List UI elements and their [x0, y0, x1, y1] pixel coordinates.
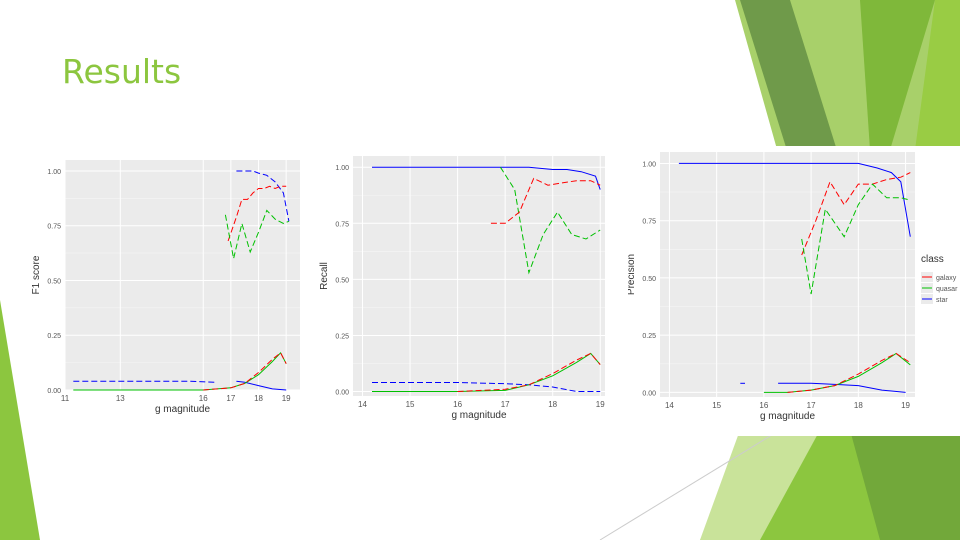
y-axis-title: Precision [628, 254, 637, 295]
f1-score-chart: 0.00 0.25 0.50 0.75 1.00 11 13 16 17 18 19 g magnit… [30, 150, 315, 420]
y-tick-label: 1.00 [47, 169, 61, 176]
x-tick-label: 14 [358, 400, 367, 409]
x-tick-label: 13 [116, 394, 125, 403]
plot-panel [65, 160, 300, 390]
legend-label: quasar [936, 286, 958, 293]
y-tick-label: 0.00 [47, 388, 61, 395]
series-line [778, 382, 906, 393]
legend-title: class [921, 254, 944, 265]
legend-label: galaxy [936, 275, 957, 282]
x-tick-label: 17 [501, 400, 510, 409]
x-tick-label: 17 [807, 401, 816, 410]
decor-shape-bottom-2 [700, 430, 820, 540]
series-line [236, 170, 290, 222]
series-line [457, 352, 601, 392]
series-line [203, 352, 287, 391]
x-tick-label: 18 [254, 394, 263, 403]
x-axis-title: g magnitude [451, 410, 506, 421]
x-tick-label: 16 [453, 400, 462, 409]
slide-title: Results [62, 52, 182, 91]
series-line [372, 166, 601, 190]
y-tick-label: 0.00 [335, 390, 349, 397]
series-line [801, 183, 911, 295]
series-line [787, 352, 911, 393]
legend-label: star [936, 297, 948, 304]
x-tick-label: 18 [854, 401, 863, 410]
y-tick-label: 0.75 [47, 224, 61, 231]
x-tick-label: 15 [406, 400, 415, 409]
x-tick-label: 11 [61, 394, 70, 403]
plot-panel [353, 156, 605, 396]
x-tick-label: 16 [199, 394, 208, 403]
y-tick-label: 1.00 [335, 165, 349, 172]
series-line [801, 172, 911, 256]
series-line [372, 352, 601, 392]
decor-shape-top-3 [860, 0, 935, 150]
series-line [73, 351, 287, 391]
y-axis-title: F1 score [31, 255, 42, 294]
series-line [499, 166, 601, 275]
x-tick-label: 17 [226, 394, 235, 403]
decor-shape-top-2 [740, 0, 840, 160]
y-tick-label: 0.50 [335, 277, 349, 284]
series-line [224, 209, 290, 259]
series-line [678, 162, 911, 237]
y-tick-label: 0.50 [642, 276, 656, 283]
y-tick-label: 0.25 [335, 333, 349, 340]
x-tick-label: 16 [759, 401, 768, 410]
y-tick-label: 0.25 [47, 333, 61, 340]
decor-shape-bottom-3 [850, 430, 960, 540]
y-tick-label: 0.00 [642, 390, 656, 397]
plot-panel [660, 152, 915, 397]
x-axis-title: g magnitude [155, 404, 210, 415]
x-tick-label: 19 [282, 394, 291, 403]
series-line [73, 380, 218, 383]
x-tick-label: 19 [596, 400, 605, 409]
decor-line [599, 429, 781, 540]
y-tick-label: 1.00 [642, 161, 656, 168]
x-tick-label: 19 [901, 401, 910, 410]
y-tick-label: 0.75 [335, 221, 349, 228]
series-line [227, 185, 287, 242]
x-axis-title: g magnitude [760, 411, 815, 422]
series-line [236, 380, 287, 391]
y-tick-label: 0.25 [642, 333, 656, 340]
x-tick-label: 14 [665, 401, 674, 410]
series-line [372, 382, 601, 392]
decor-shape-left [0, 300, 40, 540]
y-tick-label: 0.50 [47, 278, 61, 285]
series-line [490, 177, 601, 224]
precision-chart: 0.00 0.25 0.50 0.75 1.00 14 15 16 17 18 19 g magnit… [628, 146, 960, 436]
y-axis-title: Recall [319, 262, 330, 290]
x-tick-label: 18 [548, 400, 557, 409]
x-tick-label: 15 [712, 401, 721, 410]
y-tick-label: 0.75 [642, 219, 656, 226]
recall-chart: 0.00 0.25 0.50 0.75 1.00 14 15 16 17 18 19 g magnit… [318, 148, 610, 428]
decor-shape-top-4 [915, 0, 960, 150]
